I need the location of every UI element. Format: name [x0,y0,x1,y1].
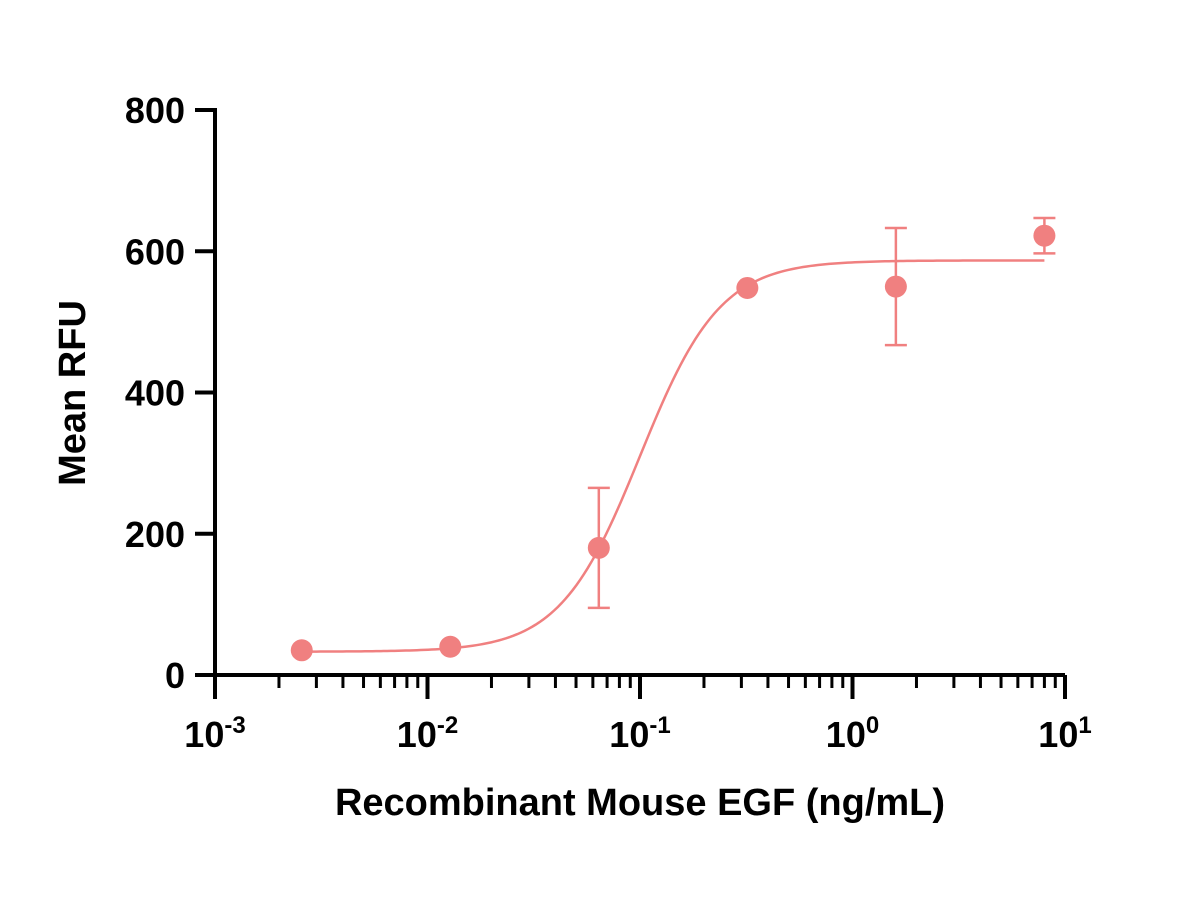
y-axis-title: Mean RFU [52,300,94,486]
y-tick-label: 800 [125,90,185,131]
data-point [439,635,462,658]
x-tick-label: 100 [826,712,879,755]
y-tick-label: 600 [125,231,185,272]
x-tick-label: 101 [1038,712,1091,755]
y-tick-label: 400 [125,373,185,414]
data-point [587,536,610,559]
x-axis-title: Recombinant Mouse EGF (ng/mL) [335,782,945,824]
axes: 0 200 400 600 800 10-3 10-2 10-1 100 101 [125,90,1092,755]
y-tick-label: 200 [125,514,185,555]
data-point [290,639,313,662]
data-point [1033,224,1056,247]
fit-curve [301,259,1045,653]
data-point [736,276,759,299]
x-tick-label: 10-2 [397,712,458,755]
fit-curve-group [301,259,1045,653]
x-tick-label: 10-3 [184,712,245,755]
data-point [884,275,907,298]
y-tick-label: 0 [165,655,185,696]
data-points-group [290,216,1056,662]
x-tick-label: 10-1 [609,712,670,755]
